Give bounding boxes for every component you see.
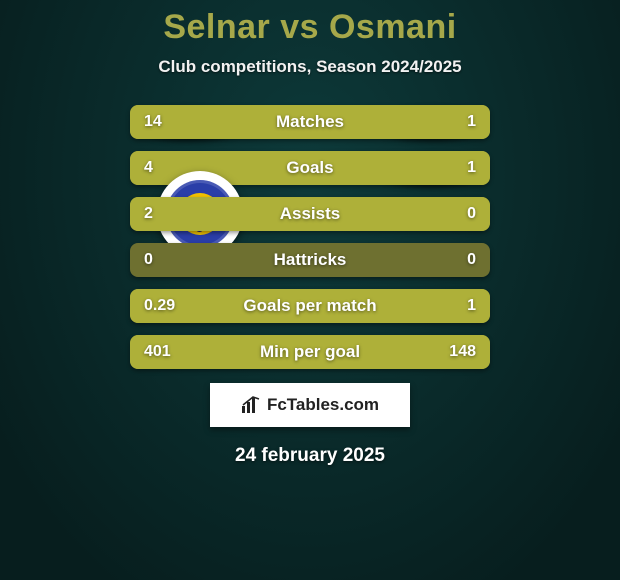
page-subtitle: Club competitions, Season 2024/2025 — [0, 57, 620, 77]
stat-row: 0.291Goals per match — [130, 289, 490, 323]
stat-bar: 401148Min per goal — [130, 335, 490, 369]
stat-row: 141Matches — [130, 105, 490, 139]
branding-text: FcTables.com — [267, 395, 379, 415]
page-title: Selnar vs Osmani — [0, 8, 620, 47]
stat-row: 401148Min per goal — [130, 335, 490, 369]
stat-bar: 141Matches — [130, 105, 490, 139]
stat-label: Min per goal — [130, 335, 490, 369]
stat-bar: 00Hattricks — [130, 243, 490, 277]
date-text: 24 february 2025 — [0, 445, 620, 467]
stat-label: Assists — [130, 197, 490, 231]
chart-icon — [241, 396, 261, 414]
stat-label: Goals per match — [130, 289, 490, 323]
stat-row: 00Hattricks — [130, 243, 490, 277]
branding-badge: FcTables.com — [210, 383, 410, 427]
stat-label: Matches — [130, 105, 490, 139]
stat-label: Hattricks — [130, 243, 490, 277]
stat-bar: 20Assists — [130, 197, 490, 231]
stat-bars-container: 141Matches41Goals20Assists00Hattricks0.2… — [130, 105, 490, 369]
comparison-infographic: Selnar vs Osmani Club competitions, Seas… — [0, 0, 620, 580]
stat-row: 20Assists — [130, 197, 490, 231]
stat-bar: 0.291Goals per match — [130, 289, 490, 323]
